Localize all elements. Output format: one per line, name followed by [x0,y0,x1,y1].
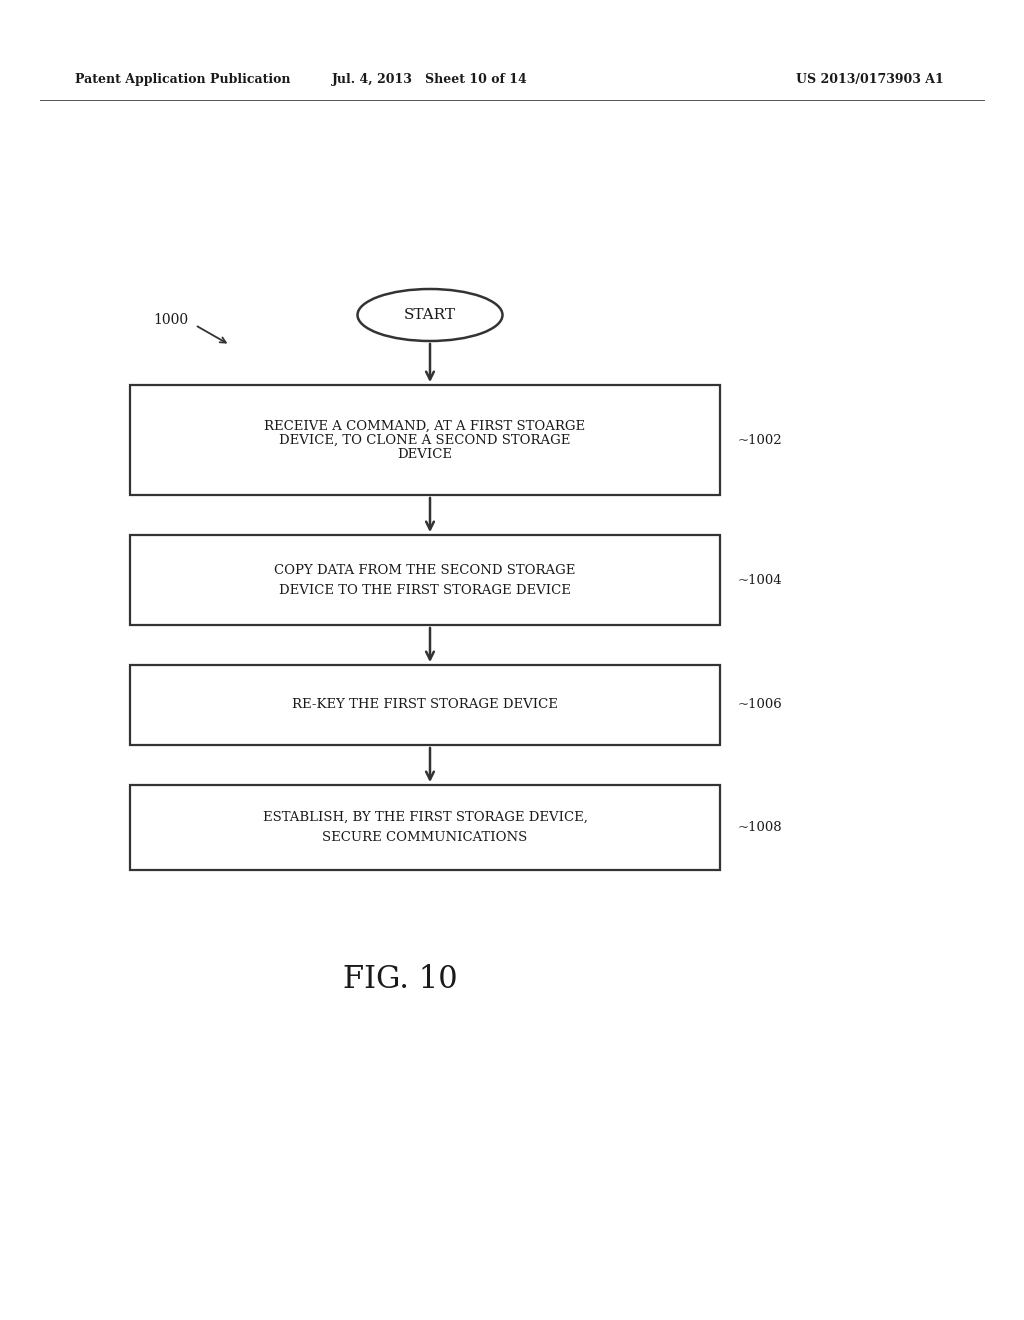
Text: DEVICE: DEVICE [397,447,453,461]
Text: Patent Application Publication: Patent Application Publication [75,74,291,87]
Text: SECURE COMMUNICATIONS: SECURE COMMUNICATIONS [323,832,527,843]
Text: FIG. 10: FIG. 10 [343,965,458,995]
Text: ESTABLISH, BY THE FIRST STORAGE DEVICE,: ESTABLISH, BY THE FIRST STORAGE DEVICE, [262,810,588,824]
Text: DEVICE, TO CLONE A SECOND STORAGE: DEVICE, TO CLONE A SECOND STORAGE [280,433,570,446]
Text: RECEIVE A COMMAND, AT A FIRST STOARGE: RECEIVE A COMMAND, AT A FIRST STOARGE [264,420,586,433]
Text: ~1004: ~1004 [738,573,782,586]
Text: Jul. 4, 2013   Sheet 10 of 14: Jul. 4, 2013 Sheet 10 of 14 [332,74,528,87]
Text: DEVICE TO THE FIRST STORAGE DEVICE: DEVICE TO THE FIRST STORAGE DEVICE [280,583,571,597]
Text: COPY DATA FROM THE SECOND STORAGE: COPY DATA FROM THE SECOND STORAGE [274,564,575,577]
Text: ~1006: ~1006 [738,698,782,711]
Bar [130,665,720,744]
Text: RE-KEY THE FIRST STORAGE DEVICE: RE-KEY THE FIRST STORAGE DEVICE [292,698,558,711]
Text: ~1002: ~1002 [738,433,782,446]
Text: US 2013/0173903 A1: US 2013/0173903 A1 [796,74,944,87]
Text: ~1008: ~1008 [738,821,782,834]
Bar [130,535,720,624]
Text: START: START [404,308,456,322]
Text: 1000: 1000 [153,313,188,327]
Bar [130,785,720,870]
Bar [130,385,720,495]
